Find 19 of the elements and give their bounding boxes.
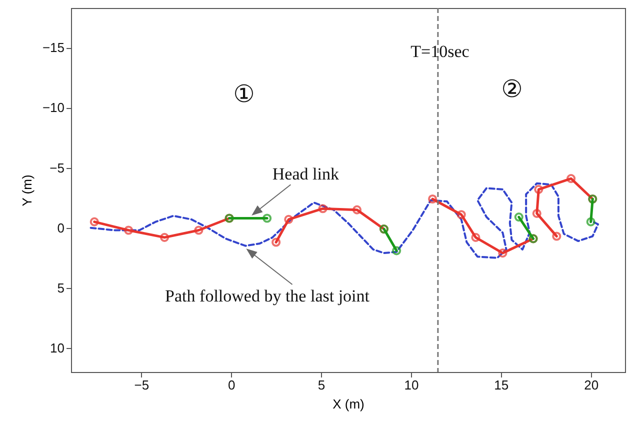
x-axis-title: X (m) bbox=[332, 396, 364, 412]
y-tick-label: −15 bbox=[42, 40, 64, 56]
x-tick-label: 10 bbox=[404, 378, 419, 392]
annotation: ② bbox=[501, 75, 523, 103]
x-tick-label: −5 bbox=[134, 378, 150, 392]
x-tick-label: 5 bbox=[318, 378, 326, 392]
annotation: Head link bbox=[272, 164, 340, 184]
y-tick-label: 5 bbox=[57, 280, 64, 296]
annotation: Path followed by the last joint bbox=[165, 286, 370, 306]
y-tick-label: −10 bbox=[42, 100, 64, 116]
x-tick-label: 0 bbox=[228, 378, 236, 392]
y-tick-label: −5 bbox=[50, 160, 64, 176]
y-tick-label: 0 bbox=[57, 220, 64, 236]
y-axis-title: Y (m) bbox=[19, 174, 34, 206]
x-tick-label: 15 bbox=[494, 378, 509, 392]
x-tick-label: 20 bbox=[584, 378, 599, 392]
annotation: ① bbox=[233, 80, 255, 108]
y-tick-label: 10 bbox=[50, 340, 64, 356]
annotation: T=10sec bbox=[410, 42, 470, 61]
